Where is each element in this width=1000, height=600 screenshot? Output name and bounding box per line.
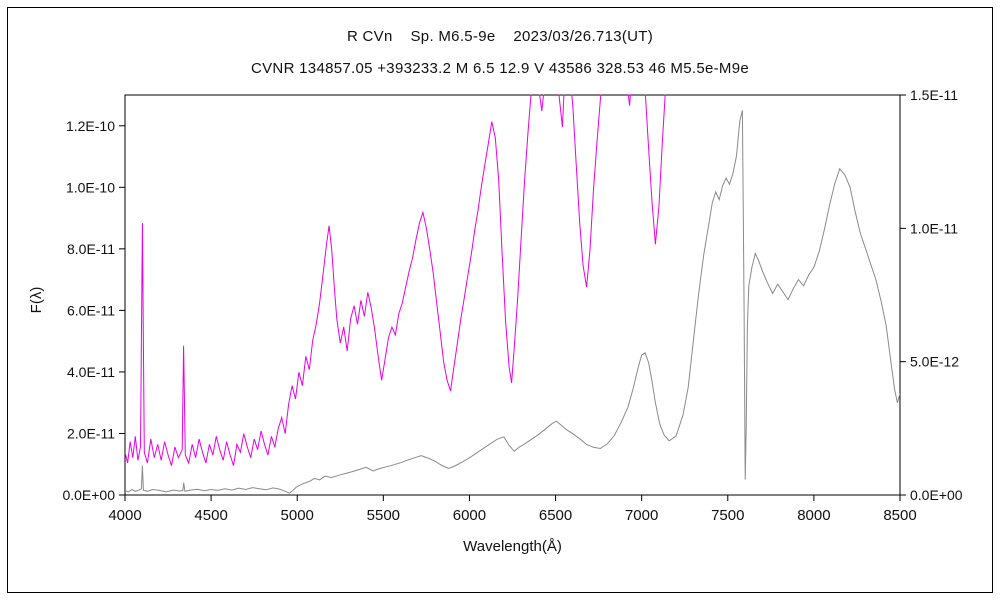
- x-axis-label: Wavelength(Å): [463, 538, 562, 555]
- x-tick-label: 5500: [367, 507, 400, 524]
- right-tick-label: 1.0E-11: [910, 220, 958, 236]
- x-tick-label: 6000: [453, 507, 486, 524]
- right-tick-label: 5.0E-12: [910, 354, 959, 370]
- left-tick-label: 6.0E-11: [67, 302, 115, 318]
- series-line-gray-spectrum-left-axis: [125, 110, 900, 494]
- chart-title-line2: CVNR 134857.05 +393233.2 M 6.5 12.9 V 43…: [251, 60, 749, 77]
- x-tick-label: 6500: [539, 507, 572, 524]
- left-tick-label: 8.0E-11: [67, 241, 115, 257]
- series-line-magenta-spectrum-right-axis: [125, 94, 666, 466]
- plot-frame: [124, 94, 901, 496]
- x-tick-label: 4500: [194, 507, 227, 524]
- right-tick-label: 0.0E+00: [910, 487, 963, 503]
- x-tick-label: 8500: [883, 507, 916, 524]
- left-tick-label: 1.2E-10: [66, 118, 115, 134]
- left-tick-label: 0.0E+00: [62, 487, 115, 503]
- outer-border: [7, 7, 993, 593]
- x-tick-label: 5000: [281, 507, 314, 524]
- x-tick-label: 8000: [797, 507, 830, 524]
- left-tick-label: 4.0E-11: [67, 364, 115, 380]
- left-tick-label: 1.0E-10: [66, 179, 115, 195]
- x-tick-label: 4000: [108, 507, 141, 524]
- left-tick-label: 2.0E-11: [67, 425, 115, 441]
- chart-title-line1: R CVn Sp. M6.5-9e 2023/03/26.713(UT): [346, 28, 654, 45]
- right-tick-label: 1.5E-11: [910, 87, 958, 103]
- x-tick-label: 7000: [625, 507, 658, 524]
- x-tick-label: 7500: [711, 507, 744, 524]
